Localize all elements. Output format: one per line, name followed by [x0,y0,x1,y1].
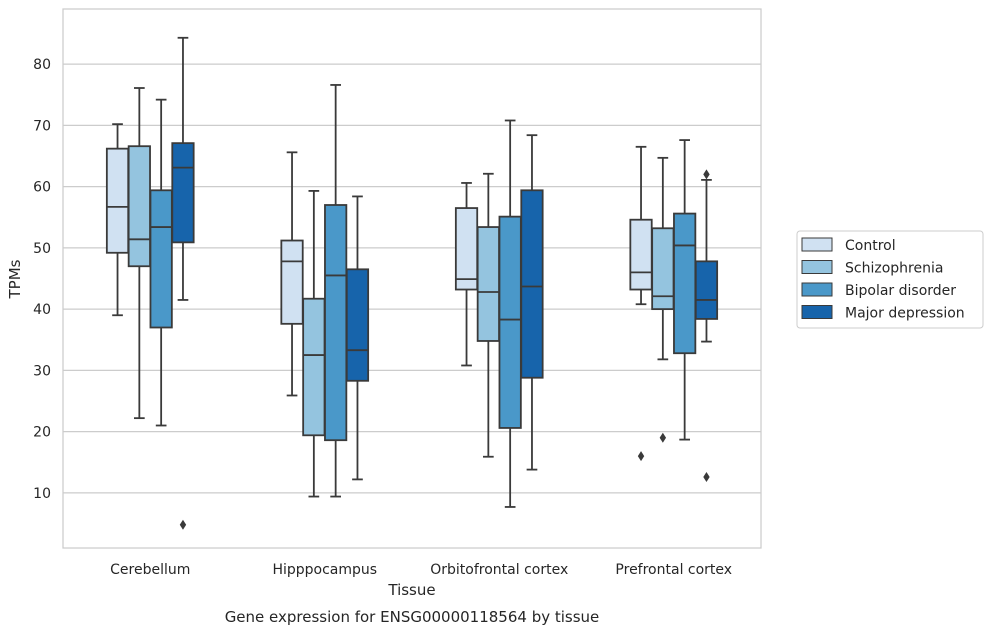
box-body [454,207,479,291]
legend-frame [796,230,984,329]
x-tick-label-1: Hipppocampus [272,562,377,578]
box-body [171,142,195,244]
y-tick-label-50: 50 [33,241,51,257]
legend-swatch-0 [801,237,833,252]
legend: Control Schizophrenia Bipolar disorder Majo… [796,230,984,329]
x-axis-title: Tissue [387,581,435,599]
x-tick-labels: Cerebellum Hipppocampus Orbitofrontal cort… [110,562,732,578]
box-3-2 [673,139,697,441]
legend-label-3: Major depression [845,306,965,322]
y-tick-label-40: 40 [33,302,51,318]
flier-0 [637,451,645,462]
box-3-1 [651,156,675,443]
y-tick-label-80: 80 [33,57,51,73]
y-tick-label-70: 70 [33,118,51,134]
flier-0 [703,169,710,180]
box-0-1 [127,87,151,420]
chart-caption: Gene expression for ENSG00000118564 by t… [225,608,600,626]
legend-label-1: Schizophrenia [845,261,943,277]
box-body [673,212,697,355]
flier-0 [659,432,667,443]
box-body [280,239,304,325]
box-body [520,189,544,379]
box-3-3 [694,169,719,482]
box-groups [105,36,719,530]
box-body [476,226,500,342]
box-body [345,268,370,382]
y-tick-label-30: 30 [33,363,51,379]
flier-0 [179,519,187,530]
x-tick-label-0: Cerebellum [110,562,190,578]
x-tick-label-3: Prefrontal cortex [615,562,732,578]
y-tick-labels: 10 20 30 40 50 60 70 80 [33,57,51,502]
box-2-3 [520,134,544,471]
box-body [498,215,522,429]
box-1-0 [280,151,304,397]
box-0-0 [105,123,130,317]
plot-frame [62,8,762,549]
box-2-0 [454,182,479,367]
legend-label-0: Control [845,238,896,254]
legend-swatch-3 [801,305,833,319]
box-1-1 [302,190,326,498]
box-2-1 [476,172,500,458]
box-body [105,147,130,254]
x-tick-label-2: Orbitofrontal cortex [430,562,568,578]
legend-swatch-1 [801,260,833,274]
box-1-2 [324,84,348,498]
legend-label-2: Bipolar disorder [845,283,956,299]
box-0-2 [149,98,173,427]
box-1-3 [345,195,370,481]
box-body [629,218,653,291]
box-body [324,204,348,442]
y-axis-title: TPMs [6,259,24,299]
legend-swatch-2 [801,282,833,297]
flier-1 [703,471,710,482]
box-body [694,260,719,320]
y-tick-label-60: 60 [33,180,51,196]
box-body [302,297,326,437]
box-body [149,189,173,329]
box-body [127,145,151,268]
box-3-0 [629,145,653,462]
y-tick-label-20: 20 [33,425,51,441]
y-tick-label-10: 10 [33,486,51,502]
box-0-3 [171,36,195,530]
box-2-2 [498,119,522,508]
